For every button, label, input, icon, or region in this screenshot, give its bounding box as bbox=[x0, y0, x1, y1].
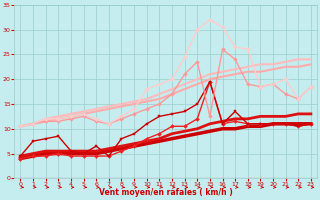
X-axis label: Vent moyen/en rafales ( km/h ): Vent moyen/en rafales ( km/h ) bbox=[99, 188, 233, 197]
